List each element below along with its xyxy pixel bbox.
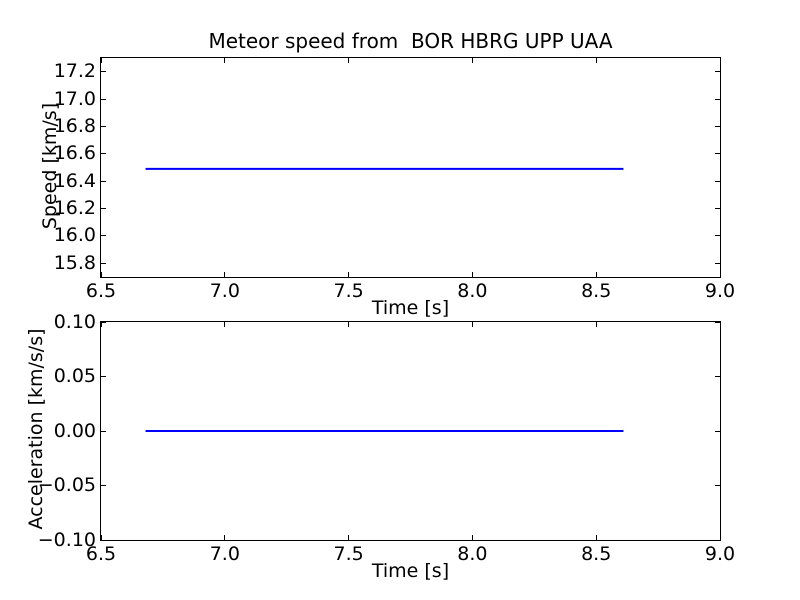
y-tick-mark bbox=[715, 321, 720, 323]
x-tick-mark bbox=[348, 322, 350, 327]
y-tick-label: 16.0 bbox=[53, 224, 96, 247]
y-tick-label: 15.8 bbox=[53, 251, 96, 274]
y-tick-mark bbox=[101, 125, 106, 127]
x-tick-mark bbox=[471, 535, 473, 540]
x-tick-label: 9.0 bbox=[704, 280, 736, 302]
x-tick-mark bbox=[595, 272, 597, 277]
x-tick-mark bbox=[100, 272, 102, 277]
chart-title: Meteor speed from BOR HBRG UPP UAA bbox=[208, 29, 613, 53]
y-axis-label-acceleration: Acceleration [km/s/s] bbox=[25, 328, 47, 530]
x-tick-label: 9.0 bbox=[704, 543, 736, 565]
x-tick-mark bbox=[471, 322, 473, 327]
y-tick-mark bbox=[715, 430, 720, 432]
y-tick-mark bbox=[101, 485, 106, 486]
y-axis-label-speed: Speed [km/s] bbox=[39, 102, 61, 230]
acceleration-subplot: 6.5 7.0 7.5 8.0 8.5 9.0 −0.10 −0.05 0.00 0.05 0.10 bbox=[38, 311, 735, 566]
y-tick-mark bbox=[101, 235, 106, 237]
x-tick-mark bbox=[348, 535, 350, 540]
x-tick-mark bbox=[595, 535, 597, 540]
x-tick-label: 8.5 bbox=[581, 280, 612, 302]
x-tick-label: 7.0 bbox=[209, 280, 240, 302]
plot-area bbox=[145, 430, 624, 432]
x-tick-label: 6.5 bbox=[85, 543, 117, 565]
x-tick-label: 8.0 bbox=[457, 280, 488, 302]
y-tick-label: −0.10 bbox=[37, 528, 96, 551]
y-tick-mark bbox=[101, 430, 106, 432]
y-tick-mark bbox=[101, 153, 106, 155]
plot-area bbox=[145, 167, 624, 170]
x-tick-mark bbox=[471, 272, 473, 277]
y-tick-mark bbox=[715, 153, 720, 155]
x-tick-mark bbox=[348, 272, 350, 277]
x-tick-label: 7.5 bbox=[333, 543, 364, 565]
y-tick-label: 16.4 bbox=[53, 169, 96, 192]
y-tick-label: 0.10 bbox=[53, 310, 96, 333]
x-tick-label: 6.5 bbox=[85, 280, 117, 302]
x-tick-mark bbox=[719, 322, 721, 327]
x-tick-mark bbox=[719, 535, 721, 540]
y-tick-mark bbox=[101, 98, 106, 100]
x-tick-label: 8.0 bbox=[457, 543, 488, 565]
y-tick-mark bbox=[715, 71, 720, 73]
y-tick-mark bbox=[101, 376, 106, 377]
x-tick-mark bbox=[224, 535, 226, 540]
y-tick-mark bbox=[715, 539, 720, 541]
x-axis-label-acceleration: Time [s] bbox=[371, 560, 450, 582]
x-tick-mark bbox=[100, 58, 102, 63]
y-tick-mark bbox=[715, 98, 720, 100]
x-tick-label: 7.5 bbox=[333, 280, 364, 302]
y-tick-label: −0.05 bbox=[37, 474, 96, 496]
x-tick-mark bbox=[719, 58, 721, 63]
y-tick-mark bbox=[101, 539, 106, 541]
x-tick-mark bbox=[100, 535, 102, 540]
x-axis-label-speed: Time [s] bbox=[371, 297, 450, 319]
x-tick-mark bbox=[471, 58, 473, 63]
y-tick-mark bbox=[715, 235, 720, 237]
y-tick-label: 17.2 bbox=[53, 60, 96, 83]
x-tick-mark bbox=[224, 58, 226, 63]
y-tick-mark bbox=[101, 180, 106, 182]
y-tick-mark bbox=[715, 125, 720, 127]
y-tick-label: 16.6 bbox=[53, 142, 96, 165]
x-tick-mark bbox=[595, 322, 597, 327]
x-tick-mark bbox=[348, 58, 350, 63]
y-tick-label: 17.0 bbox=[53, 87, 96, 110]
x-tick-mark bbox=[224, 272, 226, 277]
y-tick-label: 0.05 bbox=[53, 365, 96, 387]
y-tick-mark bbox=[715, 208, 720, 210]
y-tick-label: 16.8 bbox=[53, 114, 96, 137]
y-tick-mark bbox=[101, 71, 106, 73]
y-tick-mark bbox=[715, 262, 720, 264]
x-tick-mark bbox=[595, 58, 597, 63]
y-tick-mark bbox=[101, 208, 106, 210]
y-tick-mark bbox=[101, 262, 106, 264]
y-tick-mark bbox=[101, 321, 106, 323]
x-tick-label: 8.5 bbox=[581, 543, 612, 565]
x-tick-mark bbox=[100, 322, 102, 327]
speed-subplot: 6.5 7.0 7.5 8.0 8.5 9.0 15.8 16.0 16.2 16.4 16.6 16… bbox=[54, 57, 735, 302]
y-tick-label: 0.00 bbox=[53, 419, 96, 442]
y-tick-label: 16.2 bbox=[53, 197, 96, 220]
y-tick-mark bbox=[715, 376, 720, 377]
x-tick-mark bbox=[224, 322, 226, 327]
x-tick-label: 7.0 bbox=[209, 543, 240, 565]
y-tick-mark bbox=[715, 485, 720, 486]
x-tick-mark bbox=[719, 272, 721, 277]
y-tick-mark bbox=[715, 180, 720, 182]
